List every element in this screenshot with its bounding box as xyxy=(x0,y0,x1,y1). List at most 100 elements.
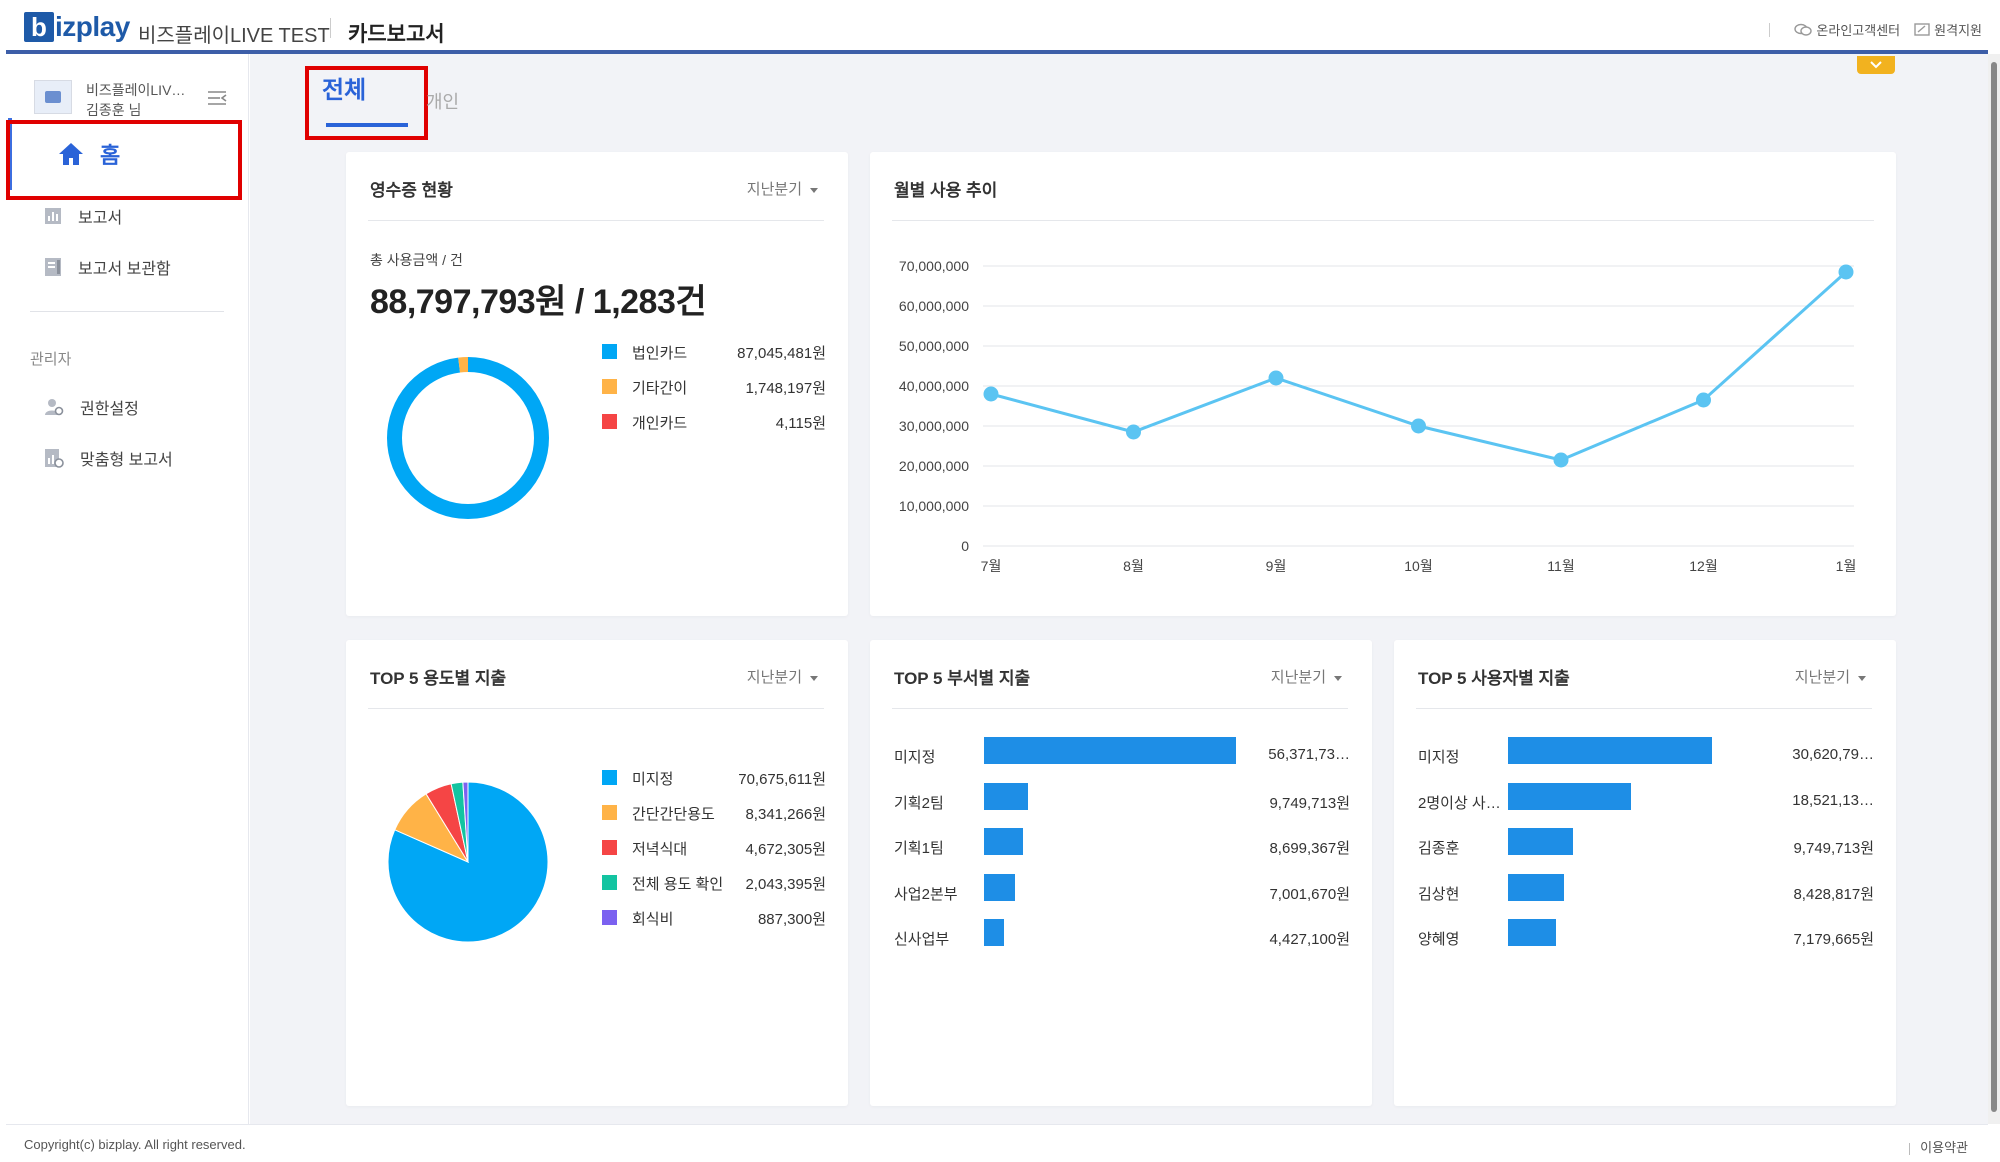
bar-row[interactable]: 2명이상 사… 18,521,13… xyxy=(1418,782,1874,838)
tab-all[interactable]: 전체 xyxy=(322,77,367,104)
x-tick-label: 1월 xyxy=(1836,558,1857,574)
notice-toggle-button[interactable] xyxy=(1857,56,1895,74)
bar-value: 30,620,79… xyxy=(1792,746,1874,763)
footer-divider xyxy=(1909,1142,1911,1155)
y-tick-label: 70,000,000 xyxy=(899,258,969,274)
bar-row[interactable]: 기획2팀 9,749,713원 xyxy=(894,782,1350,838)
data-point[interactable] xyxy=(1696,392,1711,408)
terms-link[interactable]: 이용약관 xyxy=(1909,1137,1968,1156)
receipt-donut-chart xyxy=(387,357,549,519)
bar-value: 56,371,73… xyxy=(1268,746,1350,763)
bar-row[interactable]: 기획1팀 8,699,367원 xyxy=(894,828,1350,883)
bar xyxy=(984,873,1016,901)
legend-swatch xyxy=(602,414,617,429)
legend-name: 법인카드 xyxy=(632,345,688,362)
terms-label: 이용약관 xyxy=(1920,1140,1968,1155)
caret-down-icon xyxy=(810,675,818,681)
legend-row[interactable]: 저녁식대 4,672,305원 xyxy=(602,838,826,873)
monthly-trend-card: 월별 사용 추이 70,000,000 60,000,000 50,000,000 4… xyxy=(870,152,1896,616)
legend-row[interactable]: 개인카드 4,115원 xyxy=(602,412,826,447)
sidebar-item-home[interactable]: 홈 xyxy=(8,118,236,190)
bar-row[interactable]: 김종훈 9,749,713원 xyxy=(1418,828,1874,883)
tab-personal[interactable]: 개인 xyxy=(426,92,460,112)
data-point[interactable] xyxy=(1126,424,1141,440)
usage-period-dropdown[interactable]: 지난분기 xyxy=(747,666,818,687)
legend-swatch xyxy=(602,379,617,394)
y-tick-label: 20,000,000 xyxy=(899,458,969,474)
bar-row[interactable]: 신사업부 4,427,100원 xyxy=(894,919,1350,974)
scrollbar-thumb[interactable] xyxy=(1991,62,1997,1112)
legend-row[interactable]: 회식비 887,300원 xyxy=(602,908,826,943)
bar-row[interactable]: 양혜영 7,179,665원 xyxy=(1418,919,1874,974)
total-amount-value: 88,797,793원 / 1,283건 xyxy=(370,283,707,321)
pie-slice[interactable] xyxy=(462,781,469,863)
legend-name: 저녁식대 xyxy=(632,841,688,858)
data-point[interactable] xyxy=(1268,370,1284,386)
sidebar-collapse-button[interactable] xyxy=(207,90,227,111)
support-label: 온라인고객센터 xyxy=(1816,23,1901,38)
sidebar-item-custom-report[interactable]: 맞춤형 보고서 xyxy=(44,446,173,470)
bar xyxy=(984,919,1004,946)
bizplay-logo[interactable]: b izplay xyxy=(24,8,130,46)
legend-row[interactable]: 기타간이 1,748,197원 xyxy=(602,377,826,412)
sidebar-item-home-label: 홈 xyxy=(100,143,121,168)
header-underline xyxy=(6,50,1988,54)
header-links-divider xyxy=(1769,22,1771,37)
top5-user-card: TOP 5 사용자별 지출 지난분기 미지정 30,620,79… 2명이상 사… 1… xyxy=(1394,640,1896,1106)
bar-label: 신사업부 xyxy=(894,931,950,948)
data-point[interactable] xyxy=(1838,264,1854,280)
monthly-line-chart: 70,000,000 60,000,000 50,000,000 40,000,000… xyxy=(899,258,1857,574)
donut-segment[interactable] xyxy=(387,357,549,519)
legend-row[interactable]: 법인카드 87,045,481원 xyxy=(602,342,826,377)
vertical-scrollbar[interactable] xyxy=(1988,54,2000,1124)
highlight-box-home xyxy=(6,120,242,200)
bar-label: 미지정 xyxy=(894,749,936,766)
chart-icon xyxy=(45,208,61,224)
sidebar-item-report-archive[interactable]: 보고서 보관함 xyxy=(44,255,171,279)
x-tick-label: 12월 xyxy=(1689,558,1717,574)
caret-down-icon xyxy=(810,187,818,193)
sidebar-item-report[interactable]: 보고서 xyxy=(44,204,122,228)
bar-value: 18,521,13… xyxy=(1792,791,1874,809)
remote-support-link[interactable]: 원격지원 xyxy=(1914,20,1982,39)
legend-value: 87,045,481원 xyxy=(737,345,826,362)
legend-row[interactable]: 간단간단용도 8,341,266원 xyxy=(602,803,826,838)
receipt-period-dropdown[interactable]: 지난분기 xyxy=(747,178,818,199)
dept-period-dropdown[interactable]: 지난분기 xyxy=(1271,666,1342,687)
bar xyxy=(984,782,1028,810)
legend-value: 4,115원 xyxy=(775,415,826,432)
legend-name: 간단간단용도 xyxy=(632,806,715,823)
donut-segment[interactable] xyxy=(387,357,549,519)
data-point[interactable] xyxy=(1411,418,1426,434)
bar xyxy=(984,828,1023,855)
header-divider xyxy=(330,18,331,38)
support-link[interactable]: 온라인고객센터 xyxy=(1794,20,1900,39)
bar-row[interactable]: 미지정 56,371,73… xyxy=(894,737,1350,792)
chevron-down-icon xyxy=(1870,61,1882,69)
sidebar-item-permissions[interactable]: 권한설정 xyxy=(44,395,139,419)
caret-down-icon xyxy=(1858,675,1866,681)
bar-label: 김상현 xyxy=(1418,885,1460,903)
footer: Copyright(c) bizplay. All right reserved… xyxy=(6,1124,1988,1162)
copyright-text: Copyright(c) bizplay. All right reserved… xyxy=(24,1137,246,1152)
bar xyxy=(1508,828,1573,855)
card-divider xyxy=(368,220,824,221)
bar-row[interactable]: 사업2본부 7,001,670원 xyxy=(894,873,1350,929)
user-card-title: TOP 5 사용자별 지출 xyxy=(1418,669,1570,688)
receipt-status-card: 영수증 현황 지난분기 총 사용금액 / 건 88,797,793원 / 1,2… xyxy=(346,152,848,616)
legend-name: 회식비 xyxy=(632,911,674,928)
data-point[interactable] xyxy=(983,386,999,402)
top-header: b izplay 비즈플레이LIVE TEST 카드보고서 온라인고객센터 원격… xyxy=(0,0,2000,56)
legend-row[interactable]: 전체 용도 확인 2,043,395원 xyxy=(602,873,826,908)
bar-row[interactable]: 김상현 8,428,817원 xyxy=(1418,873,1874,929)
data-point[interactable] xyxy=(1553,452,1569,468)
bar-row[interactable]: 미지정 30,620,79… xyxy=(1418,737,1874,792)
bar-label: 2명이상 사… xyxy=(1418,794,1501,812)
user-period-dropdown[interactable]: 지난분기 xyxy=(1795,666,1866,687)
card-divider xyxy=(368,708,824,709)
legend-row[interactable]: 미지정 70,675,611원 xyxy=(602,768,826,803)
legend-value: 887,300원 xyxy=(757,911,826,928)
bar-label: 기획1팀 xyxy=(894,840,944,857)
legend-swatch xyxy=(602,344,617,359)
